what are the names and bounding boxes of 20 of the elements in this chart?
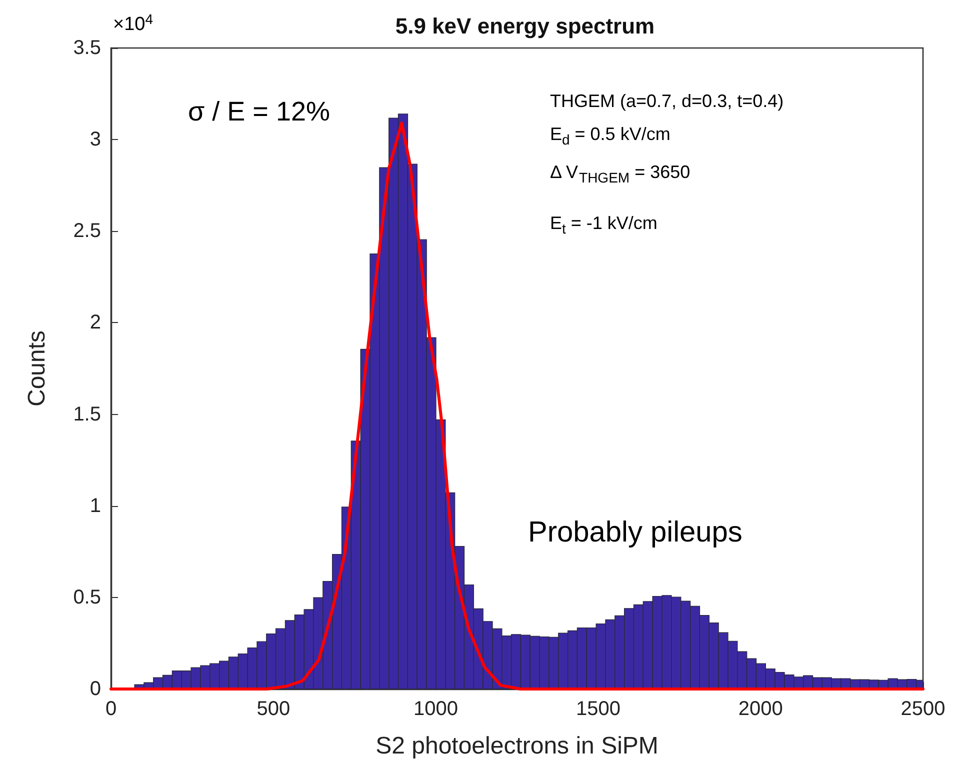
x-tick-label: 2000 <box>738 698 783 720</box>
annotation: σ / E = 12% <box>188 96 330 126</box>
x-tick-label: 1000 <box>414 698 458 720</box>
y-axis-title: Counts <box>24 330 50 407</box>
x-axis-title: S2 photoelectrons in SiPM <box>376 732 658 760</box>
y-tick-label: 1.5 <box>73 403 101 426</box>
x-tick-label: 500 <box>256 698 290 720</box>
y-tick-label: 0 <box>90 678 101 700</box>
x-tick-label: 1500 <box>576 698 620 720</box>
y-tick-label: 0.5 <box>73 586 101 608</box>
y-tick-label: 2 <box>90 312 101 334</box>
y-tick-label: 1 <box>90 494 101 517</box>
y-tick-label: 2.5 <box>73 220 101 242</box>
annotation: Probably pileups <box>528 516 742 548</box>
annotation: THGEM (a=0.7, d=0.3, t=0.4) <box>550 91 784 111</box>
x-tick-label: 0 <box>105 698 117 720</box>
y-tick-label: 3.5 <box>73 37 101 59</box>
x-tick-label: 2500 <box>900 698 946 720</box>
y-tick-label: 3 <box>90 128 101 151</box>
chart-title: 5.9 keV energy spectrum <box>395 14 655 38</box>
